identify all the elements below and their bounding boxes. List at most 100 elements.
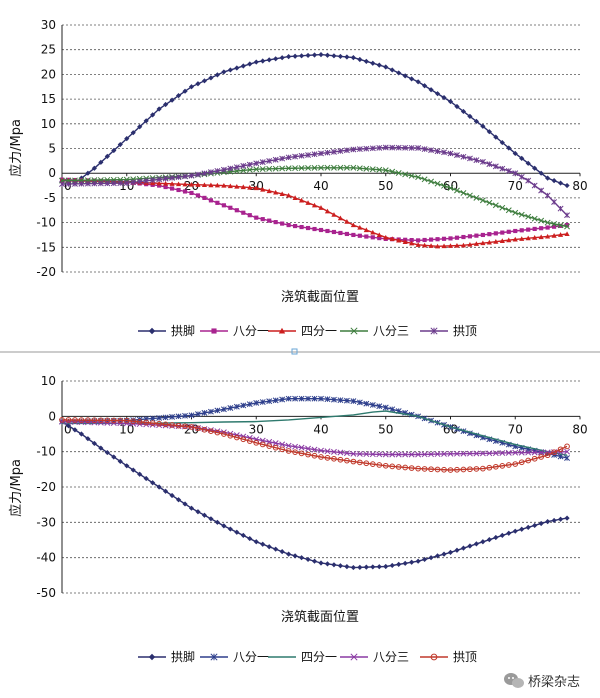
chart-top-point <box>246 161 253 168</box>
chart-bottom-point <box>111 454 117 460</box>
chart-top-point <box>292 53 298 59</box>
chart-top-point <box>176 187 181 193</box>
chart-bottom-point <box>467 543 473 549</box>
chart-bottom-point <box>207 408 214 415</box>
chart-top-point <box>259 166 266 173</box>
chart-top-point <box>143 177 150 184</box>
chart-top-point <box>364 234 369 239</box>
chart-bottom-point <box>162 414 169 421</box>
chart-bottom-point <box>188 412 195 419</box>
chart-top-legend-label: 四分一 <box>301 324 337 338</box>
chart-bottom-legend-marker <box>210 653 218 661</box>
chart-bottom-point <box>195 411 201 418</box>
chart-bottom-point <box>557 516 564 522</box>
chart-top-point <box>422 83 428 89</box>
chart-top-point <box>253 166 260 173</box>
chart-bottom-point <box>460 466 467 473</box>
chart-top-point <box>441 182 447 189</box>
chart-bottom-point <box>402 464 409 471</box>
chart-bottom-point <box>214 407 221 414</box>
chart-top-point <box>356 146 363 153</box>
chart-top-point <box>461 234 466 240</box>
chart-bottom-point <box>473 466 480 472</box>
chart-top-ytick-label: 30 <box>41 18 56 32</box>
chart-top-point <box>298 152 305 159</box>
chart-bottom-point <box>369 402 376 408</box>
chart-bottom-point <box>201 512 208 518</box>
chart-bottom-series-line-0 <box>61 421 568 569</box>
chart-bottom-point <box>98 417 104 424</box>
chart-bottom-point <box>91 417 98 424</box>
chart-top-point <box>240 63 246 69</box>
chart-bottom-point <box>188 505 195 511</box>
chart-bottom-xtick-label: 70 <box>508 422 523 436</box>
chart-top-point <box>351 232 356 238</box>
chart-top-point <box>182 173 188 180</box>
chart-top-point <box>156 176 163 183</box>
chart-bottom-ytick-label: 10 <box>41 374 56 388</box>
chart-top-point <box>59 181 65 188</box>
chart-top-point <box>545 233 551 239</box>
chart-top-point <box>499 238 505 243</box>
chart-bottom-point <box>363 564 369 570</box>
chart-top-point <box>421 146 428 153</box>
chart-top-point <box>389 168 396 175</box>
chart-top-point <box>467 241 473 247</box>
chart-bottom-point <box>415 451 422 458</box>
chart-top-point <box>156 106 162 112</box>
chart-top-point <box>512 170 519 177</box>
chart-top-point <box>350 222 356 228</box>
chart-top-point <box>526 227 531 232</box>
chart-bottom-point <box>305 445 312 452</box>
chart-top-point <box>331 229 337 235</box>
chart-top-point <box>466 155 473 162</box>
chart-top-point <box>545 175 551 181</box>
chart-bottom-point <box>408 451 415 458</box>
chart-bottom-point <box>350 564 356 571</box>
chart-top-point <box>564 212 571 219</box>
chart-bottom-point <box>240 402 247 409</box>
chart-bottom-point <box>551 517 557 524</box>
chart-top-point <box>260 58 266 64</box>
chart-bottom-point <box>98 445 104 451</box>
chart-top-point <box>415 174 422 181</box>
chart-bottom-point <box>421 451 428 458</box>
chart-bottom-point <box>163 488 169 494</box>
chart-top-point <box>175 93 182 99</box>
chart-top-point <box>85 170 91 176</box>
chart-bottom-point <box>376 403 383 410</box>
chart-bottom-point <box>350 458 357 465</box>
chart-top-point <box>65 181 72 187</box>
chart-top-point <box>318 150 324 157</box>
chart-bottom-point <box>279 446 285 453</box>
chart-top-point <box>318 227 324 233</box>
chart-bottom-point <box>104 417 111 424</box>
chart-top-point <box>215 200 220 205</box>
chart-top-point <box>408 172 415 179</box>
watermark: 桥梁杂志 <box>504 673 580 690</box>
chart-bottom-point <box>201 426 208 433</box>
chart-top-point <box>337 148 344 155</box>
chart-bottom-point <box>266 544 272 550</box>
chart-bottom-point <box>143 419 150 426</box>
chart-bottom-point <box>246 438 253 444</box>
chart-top-point <box>500 230 505 235</box>
chart-top-point <box>214 72 220 78</box>
chart-bottom-point <box>130 467 136 473</box>
chart-top-point <box>519 236 525 241</box>
chart-bottom-point <box>396 561 402 567</box>
chart-bottom-point <box>518 459 525 466</box>
chart-top-xtick-label: 0 <box>64 179 72 193</box>
chart-top-point <box>395 170 402 176</box>
chart-bottom-point <box>253 399 260 406</box>
chart-top-point <box>130 179 137 186</box>
chart-top-point <box>273 56 279 62</box>
chart-top-point <box>234 208 239 213</box>
chart-top-ytick-label: -20 <box>36 265 56 279</box>
chart-bottom-point <box>466 450 473 457</box>
chart-top-point <box>182 88 188 94</box>
chart-bottom-point <box>117 417 124 424</box>
chart-bottom-point <box>337 456 344 463</box>
